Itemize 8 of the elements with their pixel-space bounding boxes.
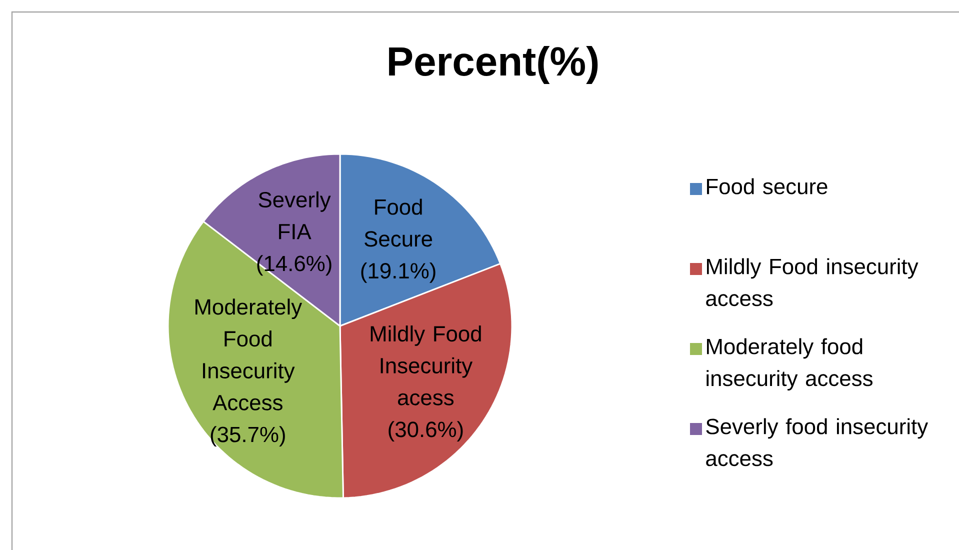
chart-title: Percent(%): [389, 46, 598, 84]
legend-label: Moderately food insecurity access: [706, 338, 872, 391]
data-label: Food Secure (19.1%): [361, 198, 436, 283]
data-label: Mildly Food Insecurity acess (30.6%): [370, 325, 481, 442]
legend-label: Mildly Food insecurity access: [706, 258, 918, 306]
legend-label: Severly food insecurity access: [706, 418, 928, 466]
data-label: Moderately Food Insecurity Access (35.7%): [195, 298, 302, 447]
legend-label: Food secure: [707, 178, 828, 194]
